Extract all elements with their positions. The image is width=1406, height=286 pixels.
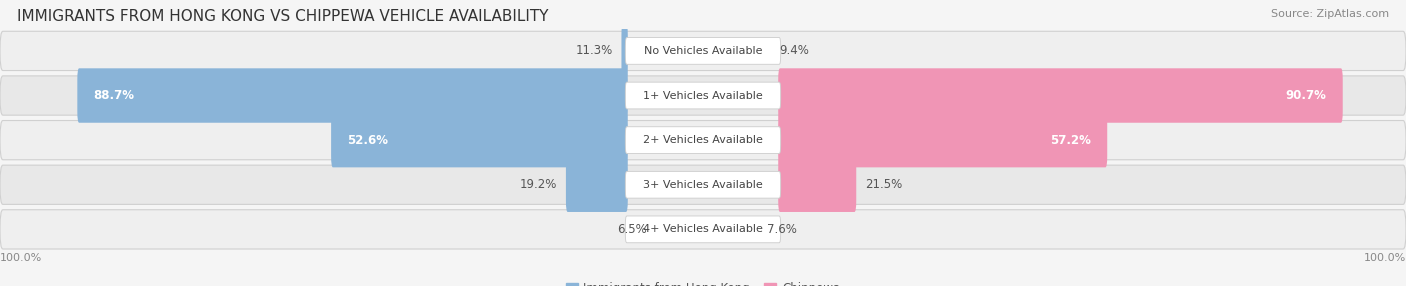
Text: 9.4%: 9.4% xyxy=(779,44,810,57)
Text: 57.2%: 57.2% xyxy=(1050,134,1091,147)
Text: 100.0%: 100.0% xyxy=(0,253,42,263)
Text: 100.0%: 100.0% xyxy=(1364,253,1406,263)
FancyBboxPatch shape xyxy=(0,165,1406,204)
Text: 2+ Vehicles Available: 2+ Vehicles Available xyxy=(643,135,763,145)
FancyBboxPatch shape xyxy=(626,82,780,109)
FancyBboxPatch shape xyxy=(779,68,1343,123)
FancyBboxPatch shape xyxy=(626,127,780,154)
Text: 1+ Vehicles Available: 1+ Vehicles Available xyxy=(643,91,763,100)
Text: 11.3%: 11.3% xyxy=(576,44,613,57)
Legend: Immigrants from Hong Kong, Chippewa: Immigrants from Hong Kong, Chippewa xyxy=(565,282,841,286)
FancyBboxPatch shape xyxy=(621,24,627,78)
Text: 52.6%: 52.6% xyxy=(347,134,388,147)
FancyBboxPatch shape xyxy=(0,76,1406,115)
FancyBboxPatch shape xyxy=(0,120,1406,160)
Text: 88.7%: 88.7% xyxy=(93,89,135,102)
Text: 3+ Vehicles Available: 3+ Vehicles Available xyxy=(643,180,763,190)
FancyBboxPatch shape xyxy=(565,158,627,212)
FancyBboxPatch shape xyxy=(626,37,780,64)
FancyBboxPatch shape xyxy=(332,113,627,167)
FancyBboxPatch shape xyxy=(0,210,1406,249)
Text: 7.6%: 7.6% xyxy=(768,223,797,236)
Text: No Vehicles Available: No Vehicles Available xyxy=(644,46,762,56)
FancyBboxPatch shape xyxy=(77,68,627,123)
FancyBboxPatch shape xyxy=(779,158,856,212)
FancyBboxPatch shape xyxy=(779,113,1108,167)
Text: 90.7%: 90.7% xyxy=(1285,89,1327,102)
FancyBboxPatch shape xyxy=(0,31,1406,71)
Text: 19.2%: 19.2% xyxy=(520,178,558,191)
FancyBboxPatch shape xyxy=(626,216,780,243)
Text: 6.5%: 6.5% xyxy=(617,223,647,236)
Text: Source: ZipAtlas.com: Source: ZipAtlas.com xyxy=(1271,9,1389,19)
Text: 21.5%: 21.5% xyxy=(865,178,901,191)
Text: IMMIGRANTS FROM HONG KONG VS CHIPPEWA VEHICLE AVAILABILITY: IMMIGRANTS FROM HONG KONG VS CHIPPEWA VE… xyxy=(17,9,548,23)
Text: 4+ Vehicles Available: 4+ Vehicles Available xyxy=(643,225,763,234)
FancyBboxPatch shape xyxy=(626,171,780,198)
